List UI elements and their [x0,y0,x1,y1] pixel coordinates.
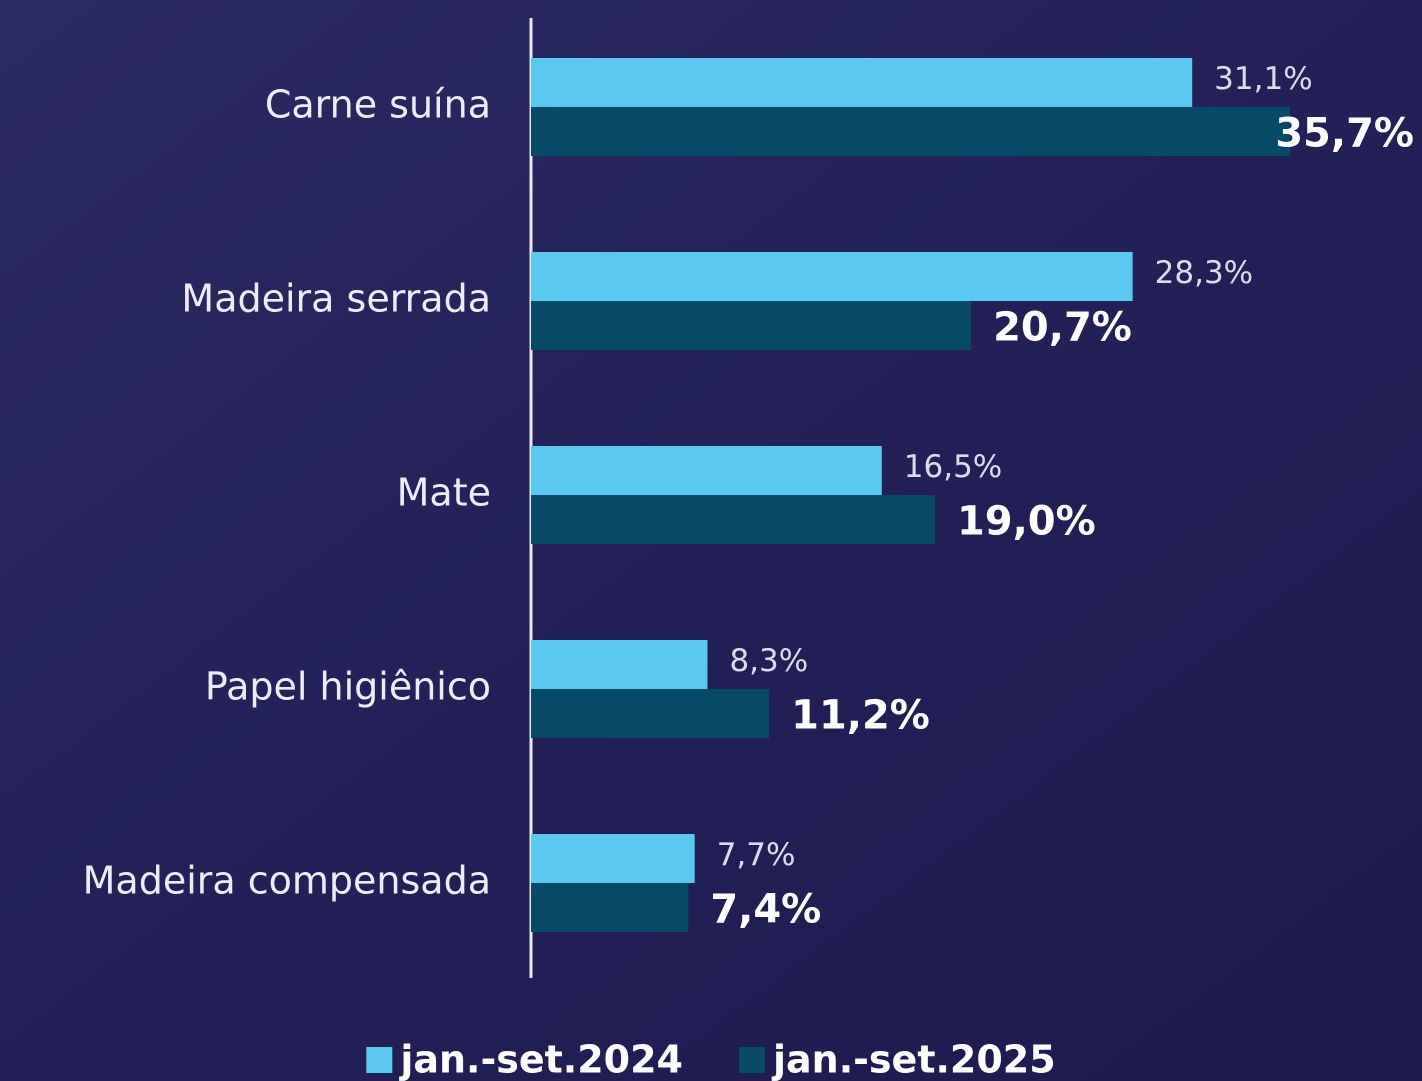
value-label: 31,1% [1214,61,1312,97]
category-label: Carne suína [265,83,491,127]
category-label: Madeira serrada [181,277,491,321]
bar [531,58,1192,107]
value-label: 19,0% [957,499,1096,545]
value-label: 7,4% [710,887,821,933]
value-label: 16,5% [904,449,1002,485]
legend-label: jan.-set.2024 [398,1038,683,1081]
bar [531,640,707,689]
value-label: 28,3% [1155,255,1253,291]
category-label: Madeira compensada [83,859,491,903]
value-label: 20,7% [993,305,1132,351]
value-label: 35,7% [1275,111,1414,157]
bar [531,495,935,544]
value-label: 8,3% [729,643,808,679]
category-label: Papel higiênico [205,665,491,709]
value-label: 7,7% [717,837,796,873]
bar [531,883,688,932]
chart: Carne suína 31,1% 35,7% Madeira serrada 28,3… [0,0,1422,1081]
page: Carne suína 31,1% 35,7% Madeira serrada 28,3… [0,0,1422,1081]
bar [531,689,769,738]
legend-label: jan.-set.2025 [771,1038,1056,1081]
bar [531,446,882,495]
legend-swatch [366,1047,392,1073]
legend-swatch [739,1047,765,1073]
category-label: Mate [397,471,491,515]
bar [531,252,1133,301]
bar [531,107,1290,156]
value-label: 11,2% [791,693,930,739]
bar [531,301,971,350]
bar [531,834,695,883]
